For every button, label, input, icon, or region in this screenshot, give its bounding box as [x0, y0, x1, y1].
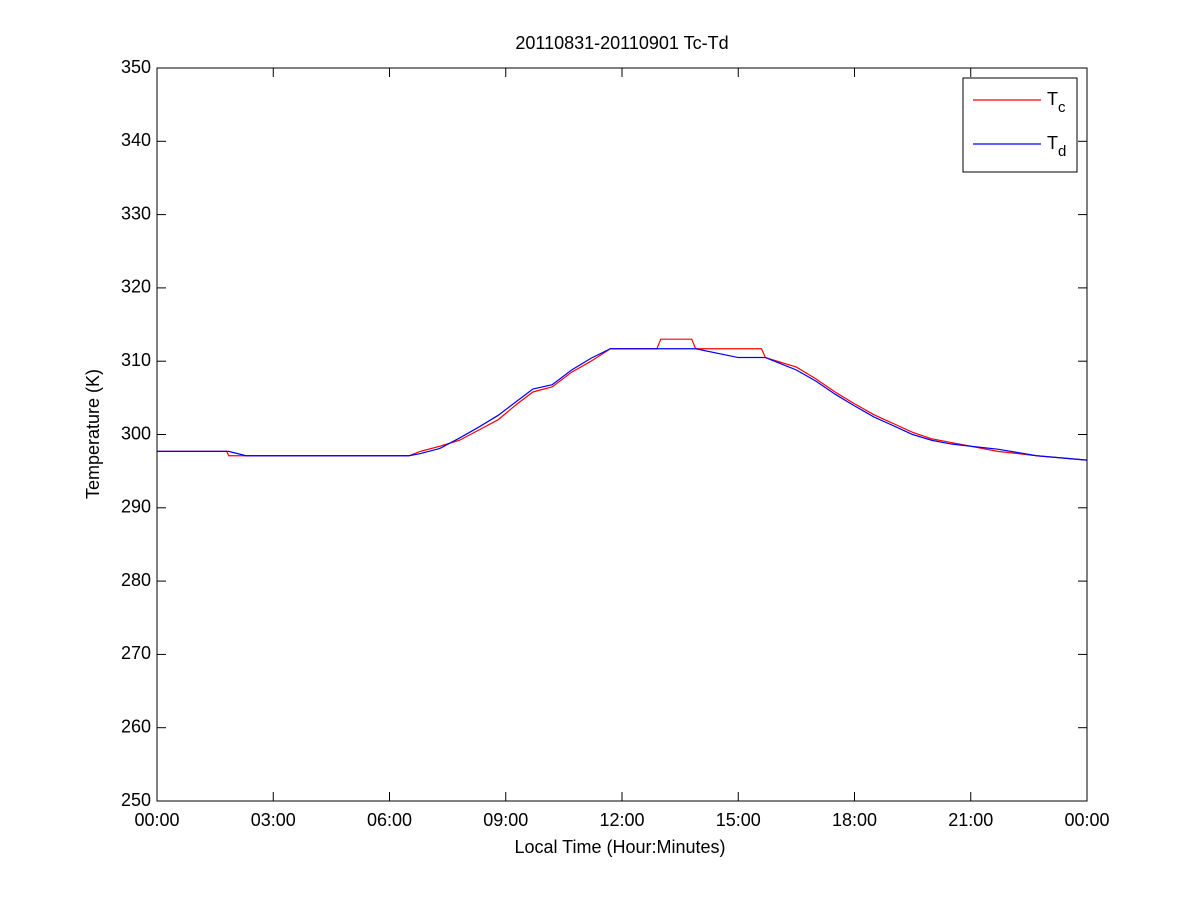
x-tick-label: 00:00 — [134, 810, 179, 830]
y-tick-label: 300 — [121, 423, 151, 443]
x-tick-label: 06:00 — [367, 810, 412, 830]
y-tick-label: 340 — [121, 130, 151, 150]
legend-label: Td — [1047, 133, 1066, 160]
x-tick-label: 09:00 — [483, 810, 528, 830]
y-tick-label: 280 — [121, 570, 151, 590]
legend-box — [962, 77, 1078, 173]
y-tick-label: 320 — [121, 277, 151, 297]
x-tick-label: 21:00 — [948, 810, 993, 830]
x-tick-label: 18:00 — [832, 810, 877, 830]
y-tick-label: 260 — [121, 716, 151, 736]
x-axis-label: Local Time (Hour:Minutes) — [514, 837, 725, 857]
legend-label: Tc — [1047, 89, 1066, 116]
x-tick-label: 03:00 — [251, 810, 296, 830]
x-tick-label: 15:00 — [716, 810, 761, 830]
chart-title: 20110831-20110901 Tc-Td — [515, 33, 728, 53]
y-tick-label: 330 — [121, 203, 151, 223]
y-tick-label: 310 — [121, 350, 151, 370]
data-line — [157, 348, 1088, 461]
y-tick-label: 270 — [121, 643, 151, 663]
x-tick-label: 12:00 — [599, 810, 644, 830]
data-line — [157, 338, 1088, 461]
y-tick-label: 290 — [121, 497, 151, 517]
y-axis-label: Temperature (K) — [83, 369, 103, 499]
y-tick-label: 250 — [121, 790, 151, 810]
x-tick-label: 00:00 — [1064, 810, 1109, 830]
y-tick-label: 350 — [121, 57, 151, 77]
